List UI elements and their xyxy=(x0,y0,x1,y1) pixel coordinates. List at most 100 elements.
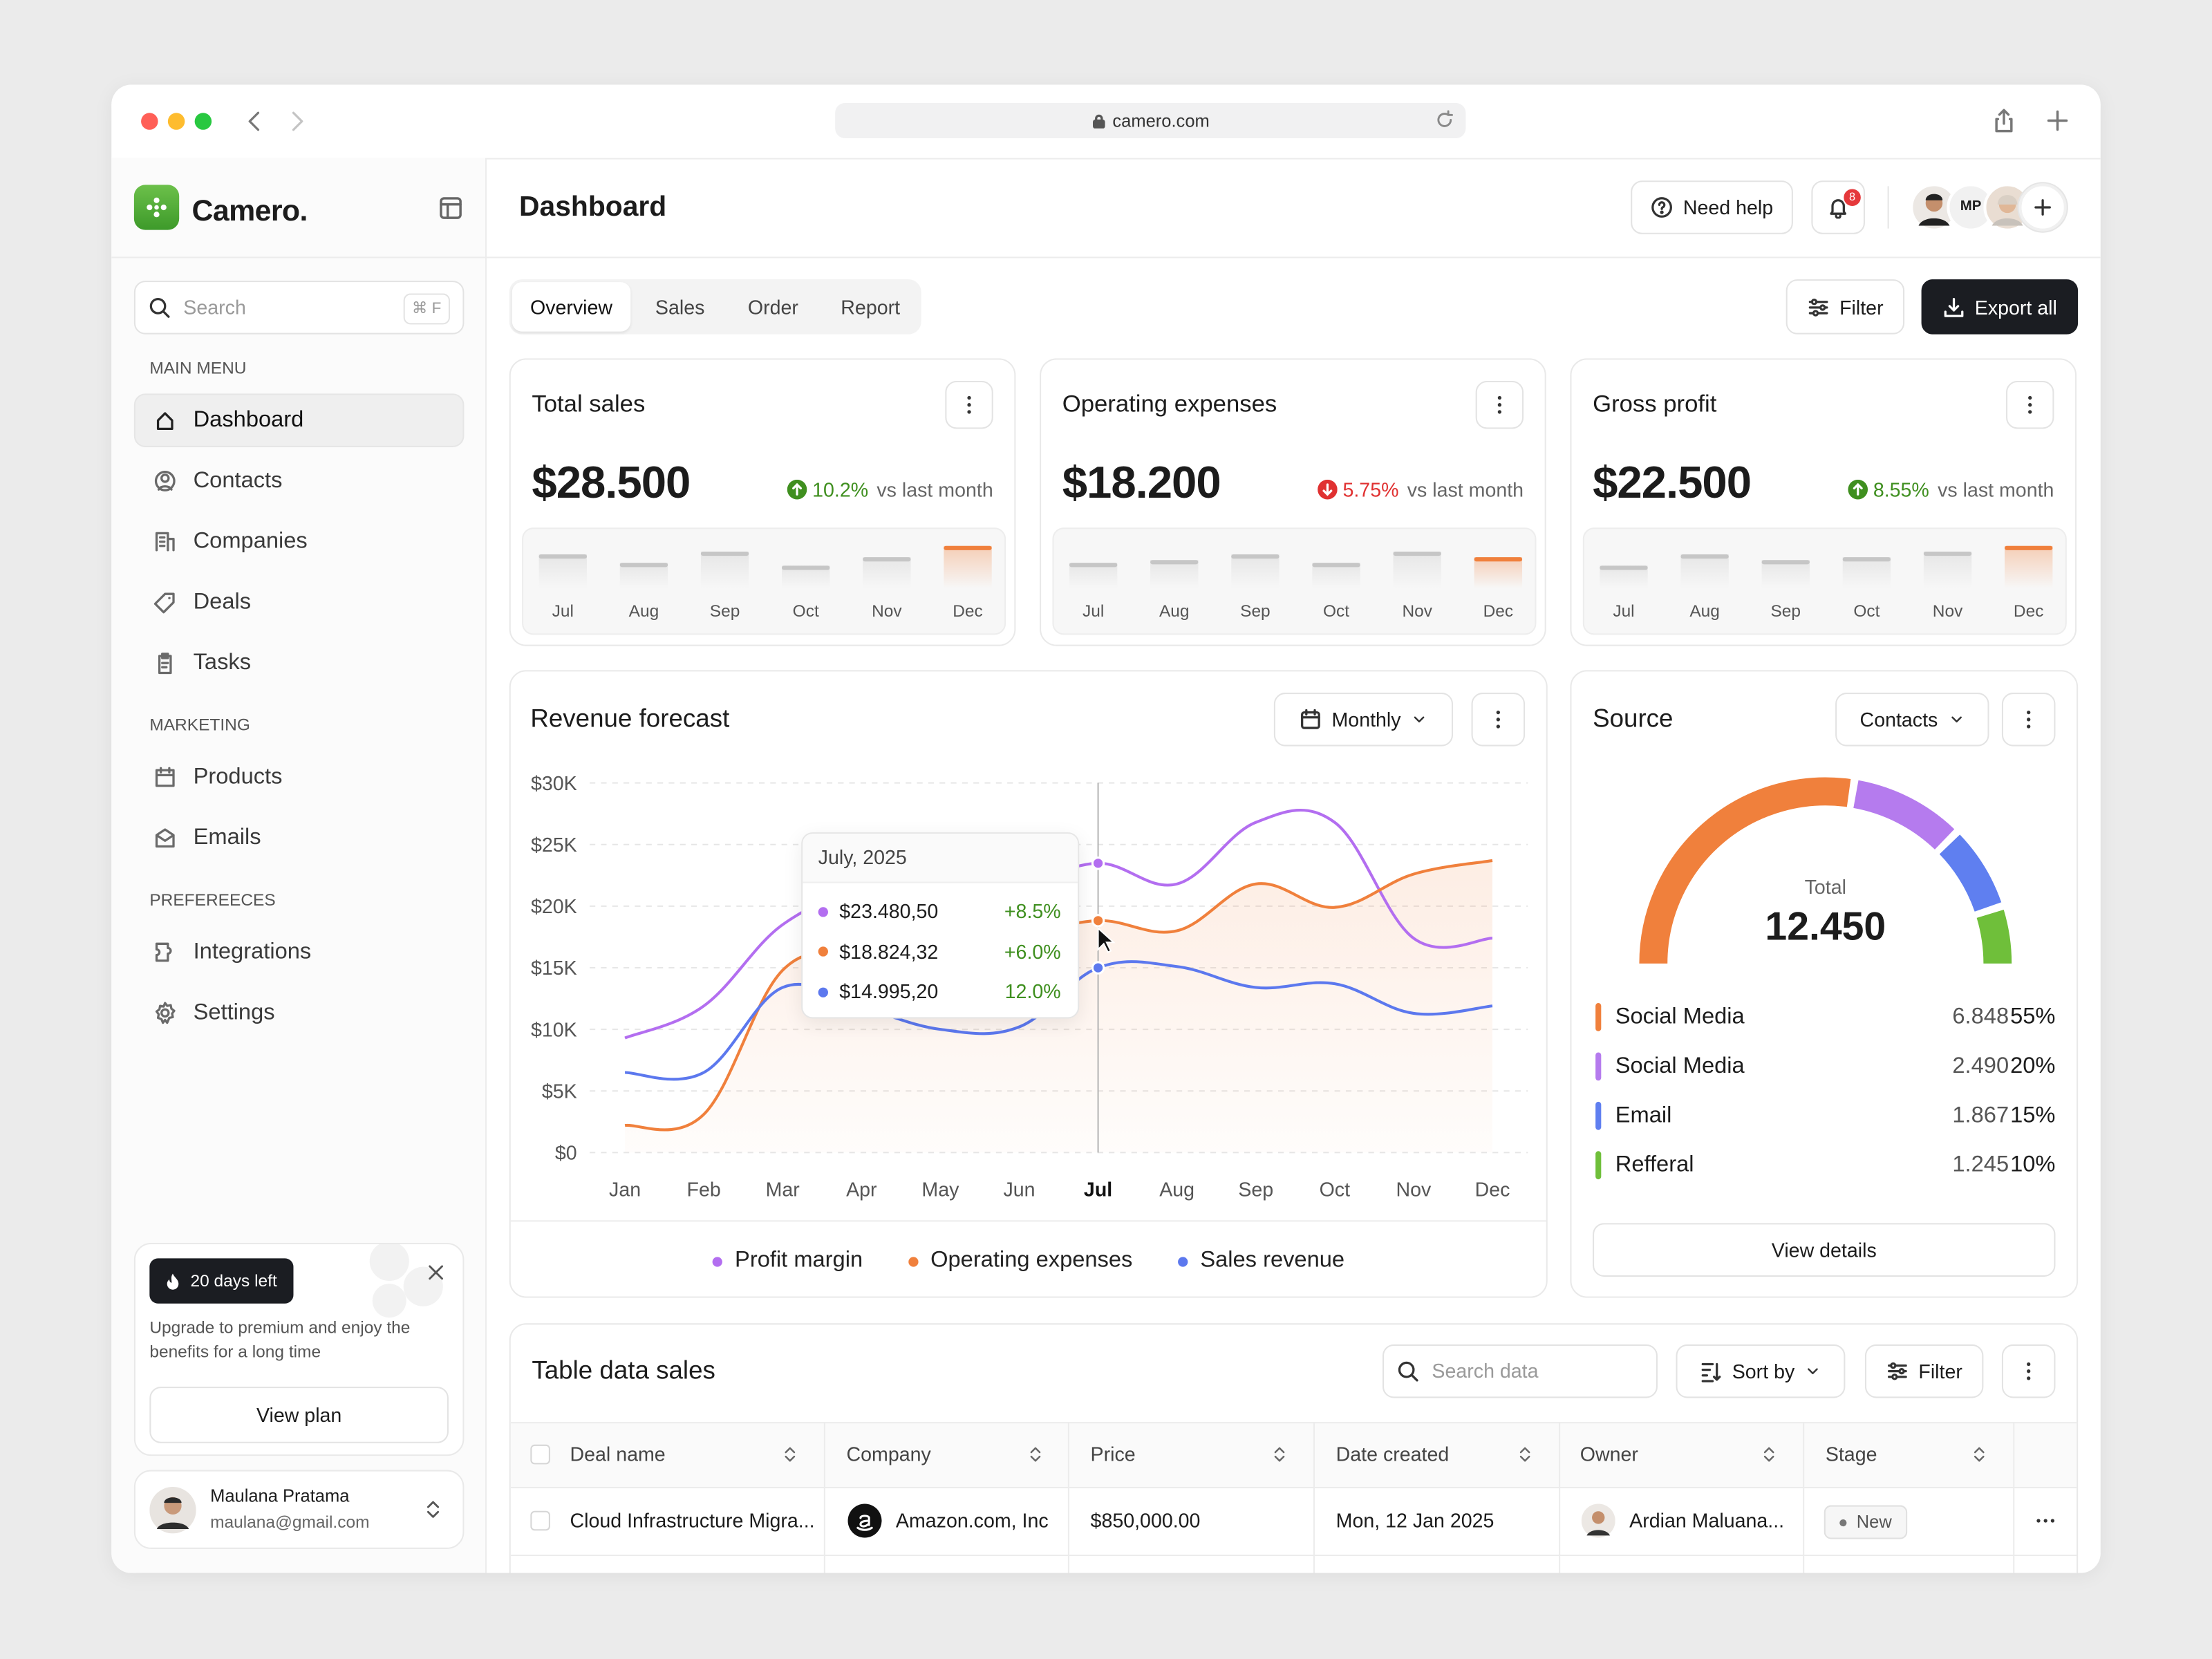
menu-item[interactable]: Deals xyxy=(193,590,252,615)
source-name: Social Media xyxy=(1615,1054,1745,1079)
checkbox[interactable] xyxy=(530,1444,550,1465)
more-button[interactable] xyxy=(2006,381,2054,429)
user-card[interactable]: Maulana Pratama maulana@gmail.com xyxy=(133,1470,465,1549)
path-part xyxy=(2047,110,2068,131)
zoom-dot[interactable] xyxy=(194,113,212,130)
view-plan-button[interactable]: View plan xyxy=(149,1387,449,1443)
notifications-button[interactable]: 8 xyxy=(1811,180,1865,234)
kpi-title: Total sales xyxy=(532,390,646,418)
table-search[interactable]: Search data xyxy=(1382,1344,1658,1398)
kpi-bar-top xyxy=(1923,551,1972,556)
table-cell: Mon, 12 Jan 2025 xyxy=(1335,1508,1494,1532)
tab[interactable]: Report xyxy=(841,295,901,319)
sort-button[interactable]: Sort by xyxy=(1676,1344,1846,1398)
new-tab-icon[interactable] xyxy=(2045,109,2070,133)
reload-icon[interactable] xyxy=(1435,110,1455,130)
more-button[interactable] xyxy=(945,381,993,429)
sort-toggle[interactable] xyxy=(1761,1446,1777,1463)
path-part xyxy=(427,1501,440,1518)
source-filter[interactable]: Contacts xyxy=(1835,693,1989,747)
sort-toggle[interactable] xyxy=(1271,1446,1288,1463)
row-actions[interactable] xyxy=(2034,1517,2057,1525)
filter-button[interactable]: Filter xyxy=(1785,279,1905,335)
view-details-button[interactable]: View details xyxy=(1593,1223,2056,1277)
kpi-bars: Jul Aug Sep Oct Nov Dec xyxy=(1600,545,2053,621)
team-avatar[interactable] xyxy=(1910,183,1958,232)
column-header[interactable]: Stage xyxy=(1825,1442,1877,1465)
checkbox[interactable] xyxy=(530,1510,550,1531)
path-part xyxy=(1808,1368,1819,1374)
sort-toggle[interactable] xyxy=(1971,1446,1987,1463)
menu-item[interactable]: Integrations xyxy=(193,940,312,964)
kpi-bar-label: Dec xyxy=(2014,602,2044,621)
trend-icon xyxy=(1848,479,1868,500)
circle-part xyxy=(1496,724,1500,729)
kpi-bar-label: Nov xyxy=(1933,602,1963,621)
promo-card: 20 days left Upgrade to premium and enjo… xyxy=(133,1242,465,1456)
sort-toggle[interactable] xyxy=(782,1446,798,1463)
kebab-icon xyxy=(2028,395,2032,414)
tooltip-change: 12.0% xyxy=(1004,980,1061,1003)
more-button[interactable] xyxy=(2001,693,2056,747)
promo-decoration xyxy=(369,1244,443,1318)
tab[interactable]: Overview xyxy=(529,295,613,319)
path-part xyxy=(1995,109,2013,133)
more-button[interactable] xyxy=(1471,693,1526,747)
company-logo xyxy=(847,1503,882,1538)
help-button[interactable]: Need help xyxy=(1631,180,1793,234)
menu-icon xyxy=(155,767,175,787)
period-selector[interactable]: Monthly xyxy=(1273,693,1454,747)
menu-item[interactable]: Contacts xyxy=(193,469,283,494)
menu-item[interactable]: Settings xyxy=(193,1000,275,1025)
path-part xyxy=(2034,199,2051,216)
stage-text: New xyxy=(1856,1512,1892,1533)
tab[interactable]: Sales xyxy=(655,295,705,319)
menu-item[interactable]: Dashboard xyxy=(193,408,304,433)
promo-badge: 20 days left xyxy=(149,1258,294,1304)
more-button[interactable] xyxy=(2001,1344,2056,1398)
forward-button[interactable] xyxy=(285,110,308,133)
add-member-button[interactable] xyxy=(2018,183,2067,232)
source-swatch xyxy=(1595,1101,1602,1130)
team-avatar[interactable] xyxy=(1983,183,2032,232)
column-header[interactable]: Price xyxy=(1090,1442,1136,1465)
column-header[interactable]: Owner xyxy=(1580,1442,1638,1465)
close-dot[interactable] xyxy=(141,113,158,130)
table-cell: Cloud Infrastructure Migra... xyxy=(570,1508,815,1532)
sort-toggle[interactable] xyxy=(1027,1446,1044,1463)
kpi-bar-top xyxy=(1069,563,1118,568)
brand: Camero. xyxy=(191,195,308,228)
menu-item[interactable]: Products xyxy=(193,765,283,789)
menu-item[interactable]: Companies xyxy=(193,529,308,554)
minimize-dot[interactable] xyxy=(167,113,185,130)
legend-item: Operating expenses xyxy=(908,1248,1132,1274)
column-header[interactable]: Company xyxy=(846,1442,931,1465)
kpi-bar xyxy=(1231,554,1280,589)
column-header[interactable]: Date created xyxy=(1335,1442,1450,1465)
tab[interactable]: Order xyxy=(747,295,798,319)
tooltip-dot xyxy=(818,946,828,957)
circle-part xyxy=(369,1244,409,1282)
circle-part xyxy=(1497,403,1502,407)
share-icon[interactable] xyxy=(1992,109,2016,133)
close-promo[interactable] xyxy=(426,1263,446,1283)
url-bar[interactable]: camero.com xyxy=(835,102,1466,138)
search-box[interactable]: Search ⌘ F xyxy=(133,281,465,335)
kpi-change: 8.55% vs last month xyxy=(1848,478,2054,500)
column-header[interactable]: Deal name xyxy=(570,1442,666,1465)
sidebar-toggle[interactable] xyxy=(439,196,463,221)
menu-item[interactable]: Tasks xyxy=(193,650,252,675)
sort-toggle[interactable] xyxy=(1517,1446,1533,1463)
menu-item[interactable]: Emails xyxy=(193,825,261,850)
active-tab xyxy=(512,282,631,332)
kebab-icon xyxy=(1497,395,1502,414)
user-switch[interactable] xyxy=(423,1499,443,1519)
back-button[interactable] xyxy=(244,110,267,133)
icon-path xyxy=(1519,1447,1530,1462)
table-filter-button[interactable]: Filter xyxy=(1864,1344,1984,1398)
export-button[interactable]: Export all xyxy=(1921,279,2079,335)
source-name: Refferal xyxy=(1615,1153,1694,1177)
more-button[interactable] xyxy=(1475,381,1524,429)
